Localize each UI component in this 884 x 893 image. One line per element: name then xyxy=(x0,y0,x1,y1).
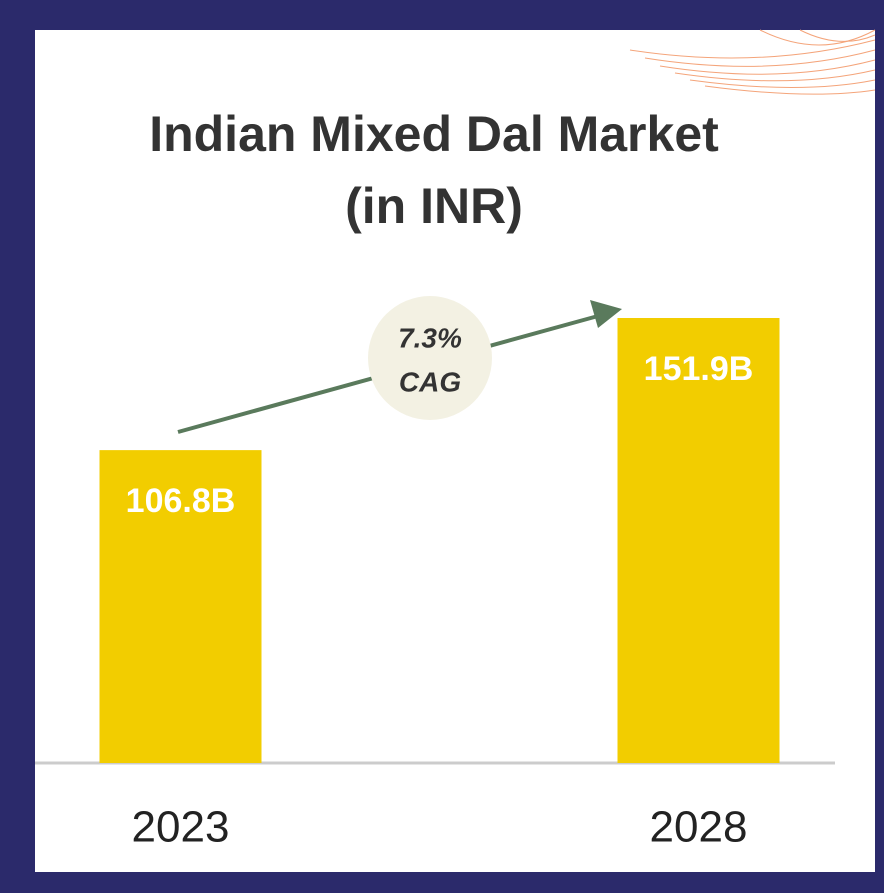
annotation-bubble xyxy=(368,296,492,420)
annotation: CAG xyxy=(399,366,461,397)
chart-title: Indian Mixed Dal Market xyxy=(149,106,719,162)
decoration xyxy=(629,29,876,95)
annotation: 7.3% xyxy=(398,322,462,353)
bar xyxy=(617,318,780,763)
value-label: 106.8B xyxy=(126,482,236,520)
chart-subtitle: (in INR) xyxy=(345,178,523,234)
x-tick-label: 2028 xyxy=(650,803,748,852)
x-tick-label: 2023 xyxy=(132,803,230,852)
bars: 106.8B 2023 151.9B 2028 xyxy=(99,318,780,852)
value-label: 151.9B xyxy=(644,350,754,388)
arrow-head xyxy=(590,300,622,328)
bar xyxy=(99,450,262,763)
